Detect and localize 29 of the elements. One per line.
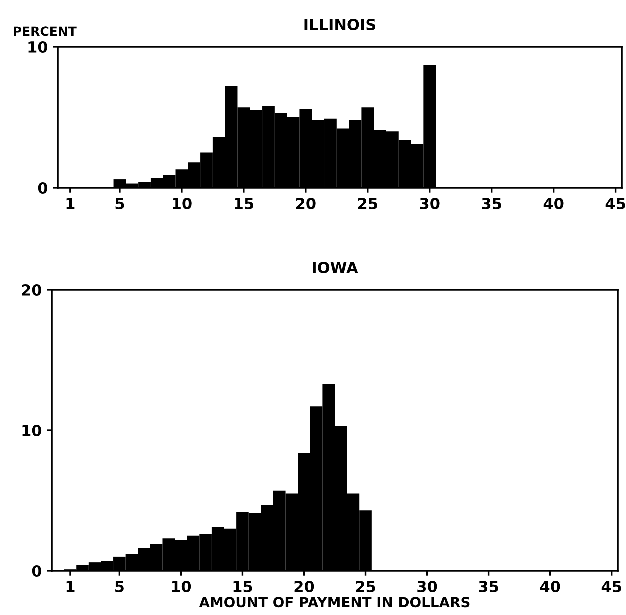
x-tick-label: 15 [234,581,252,593]
x-tick-label: 5 [116,581,124,593]
x-tick-label: 10 [173,198,192,210]
x-tick-label: 1 [66,198,75,210]
x-tick-label: 45 [602,581,622,593]
y-axis-title: PERCENT [14,26,77,36]
y-tick-label: 10 [28,41,48,54]
x-tick-label: 30 [420,198,440,210]
x-tick-label: 35 [482,198,502,210]
x-tick-label: 40 [544,198,564,210]
x-tick-label: 1 [66,581,75,592]
x-tick-label: 35 [479,580,498,593]
x-tick-label: 20 [296,198,316,210]
chart-title: IOWA [313,262,358,274]
x-tick-label: 15 [235,198,254,210]
y-tick-label: 10 [22,424,42,437]
y-tick-label: 0 [38,182,48,194]
x-tick-label: 45 [606,198,626,210]
x-tick-label: 5 [116,198,124,210]
chart-title: ILLINOIS [304,18,376,31]
x-tick-label: 40 [540,580,560,593]
x-tick-label: 25 [358,198,378,210]
x-tick-label: 10 [172,580,192,593]
x-tick-label: 30 [418,580,438,593]
y-tick-label: 0 [32,565,42,578]
x-axis-title: AMOUNT OF PAYMENT IN DOLLARS [199,597,470,608]
x-tick-label: 25 [356,580,376,593]
x-tick-label: 20 [294,580,314,593]
y-tick-label: 20 [22,284,42,296]
